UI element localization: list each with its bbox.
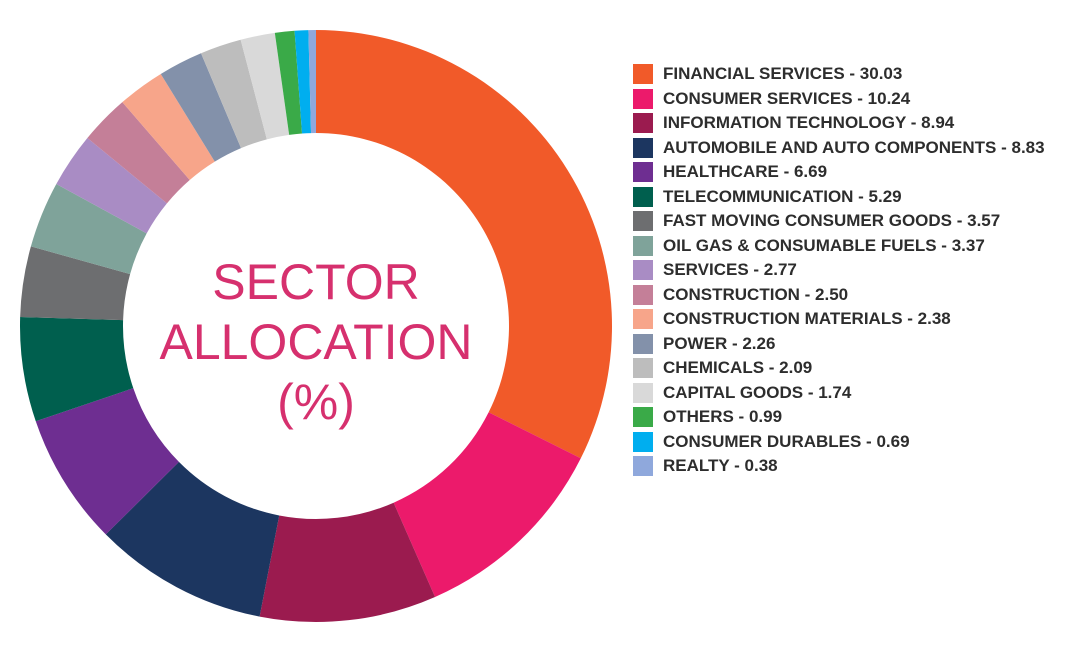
legend-swatch — [633, 309, 653, 329]
slice — [316, 30, 612, 459]
slice — [20, 246, 131, 321]
legend-label: CONSUMER DURABLES - 0.69 — [663, 431, 910, 451]
legend-swatch — [633, 358, 653, 378]
legend-swatch — [633, 88, 653, 109]
slice — [294, 30, 312, 134]
legend-label: FINANCIAL SERVICES - 30.03 — [663, 64, 903, 83]
legend-label: CONSUMER SERVICES - 10.24 — [663, 88, 911, 108]
slice — [56, 137, 167, 234]
legend-entry: CONSTRUCTION MATERIALS - 2.38 — [633, 307, 1055, 332]
slice — [308, 30, 316, 134]
chart-title: SECTOR ALLOCATION (%) — [159, 254, 473, 430]
slice — [105, 461, 280, 617]
legend-entry: CAPITAL GOODS - 1.74 — [633, 381, 1055, 406]
legend-entry: SERVICES - 2.77 — [633, 258, 1055, 283]
legend-label: CONSTRUCTION - 2.50 — [663, 284, 849, 304]
legend-swatch — [633, 113, 653, 133]
legend-entry: AUTOMOBILE AND AUTO COMPONENTS - 8.83 — [633, 136, 1055, 161]
slice — [30, 183, 147, 275]
legend-label: REALTY - 0.38 — [663, 456, 778, 475]
legend-label: INFORMATION TECHNOLOGY - 8.94 — [663, 113, 955, 132]
slice — [160, 53, 242, 162]
legend-swatch — [633, 235, 653, 256]
legend-entry: OIL GAS & CONSUMABLE FUELS - 3.37 — [633, 234, 1055, 259]
slice — [259, 502, 436, 622]
legend-swatch — [633, 186, 653, 207]
slice — [274, 30, 303, 135]
legend-label: AUTOMOBILE AND AUTO COMPONENTS - 8.83 — [663, 137, 1045, 157]
legend-label: OTHERS - 0.99 — [663, 407, 783, 426]
legend-swatch — [633, 64, 653, 84]
chart — [19, 30, 612, 622]
legend-label: CONSTRUCTION MATERIALS - 2.38 — [663, 309, 951, 328]
legend-entry: POWER - 2.26 — [633, 332, 1055, 357]
legend-swatch — [633, 382, 653, 403]
legend-entry: TELECOMMUNICATION - 5.29 — [633, 185, 1055, 210]
legend-swatch — [633, 137, 653, 158]
slice — [393, 412, 581, 598]
legend-swatch — [633, 456, 653, 476]
legend-entry: HEALTHCARE - 6.69 — [633, 160, 1055, 185]
legend-label: OIL GAS & CONSUMABLE FUELS - 3.37 — [663, 235, 985, 255]
legend-entry: OTHERS - 0.99 — [633, 405, 1055, 430]
slice — [240, 32, 290, 140]
slice — [87, 102, 190, 204]
legend-entry: CHEMICALS - 2.09 — [633, 356, 1055, 381]
legend-entry: INFORMATION TECHNOLOGY - 8.94 — [633, 111, 1055, 136]
legend-entry: REALTY - 0.38 — [633, 454, 1055, 479]
legend-label: HEALTHCARE - 6.69 — [663, 162, 828, 181]
legend-swatch — [633, 407, 653, 427]
slice — [122, 73, 215, 181]
legend-swatch — [633, 211, 653, 231]
legend-swatch — [633, 284, 653, 305]
legend-swatch — [633, 333, 653, 354]
legend-label: TELECOMMUNICATION - 5.29 — [663, 186, 902, 206]
legend-entry: CONSUMER SERVICES - 10.24 — [633, 87, 1055, 112]
legend-label: CHEMICALS - 2.09 — [663, 358, 813, 377]
legend: FINANCIAL SERVICES - 30.03 CONSUMER SERVI… — [633, 62, 1063, 479]
legend-entry: FINANCIAL SERVICES - 30.03 — [633, 62, 1055, 87]
legend-label: SERVICES - 2.77 — [663, 260, 797, 279]
legend-label: CAPITAL GOODS - 1.74 — [663, 382, 852, 402]
slice — [35, 388, 179, 535]
legend-entry: CONSUMER DURABLES - 0.69 — [633, 430, 1055, 455]
legend-swatch — [633, 260, 653, 280]
legend-swatch — [633, 431, 653, 452]
slice — [201, 39, 267, 149]
legend-swatch — [633, 162, 653, 182]
legend-entry: CONSTRUCTION - 2.50 — [633, 283, 1055, 308]
legend-label: FAST MOVING CONSUMER GOODS - 3.57 — [663, 211, 1001, 230]
legend-label: POWER - 2.26 — [663, 333, 776, 353]
legend-entry: FAST MOVING CONSUMER GOODS - 3.57 — [633, 209, 1055, 234]
slice — [19, 316, 134, 422]
